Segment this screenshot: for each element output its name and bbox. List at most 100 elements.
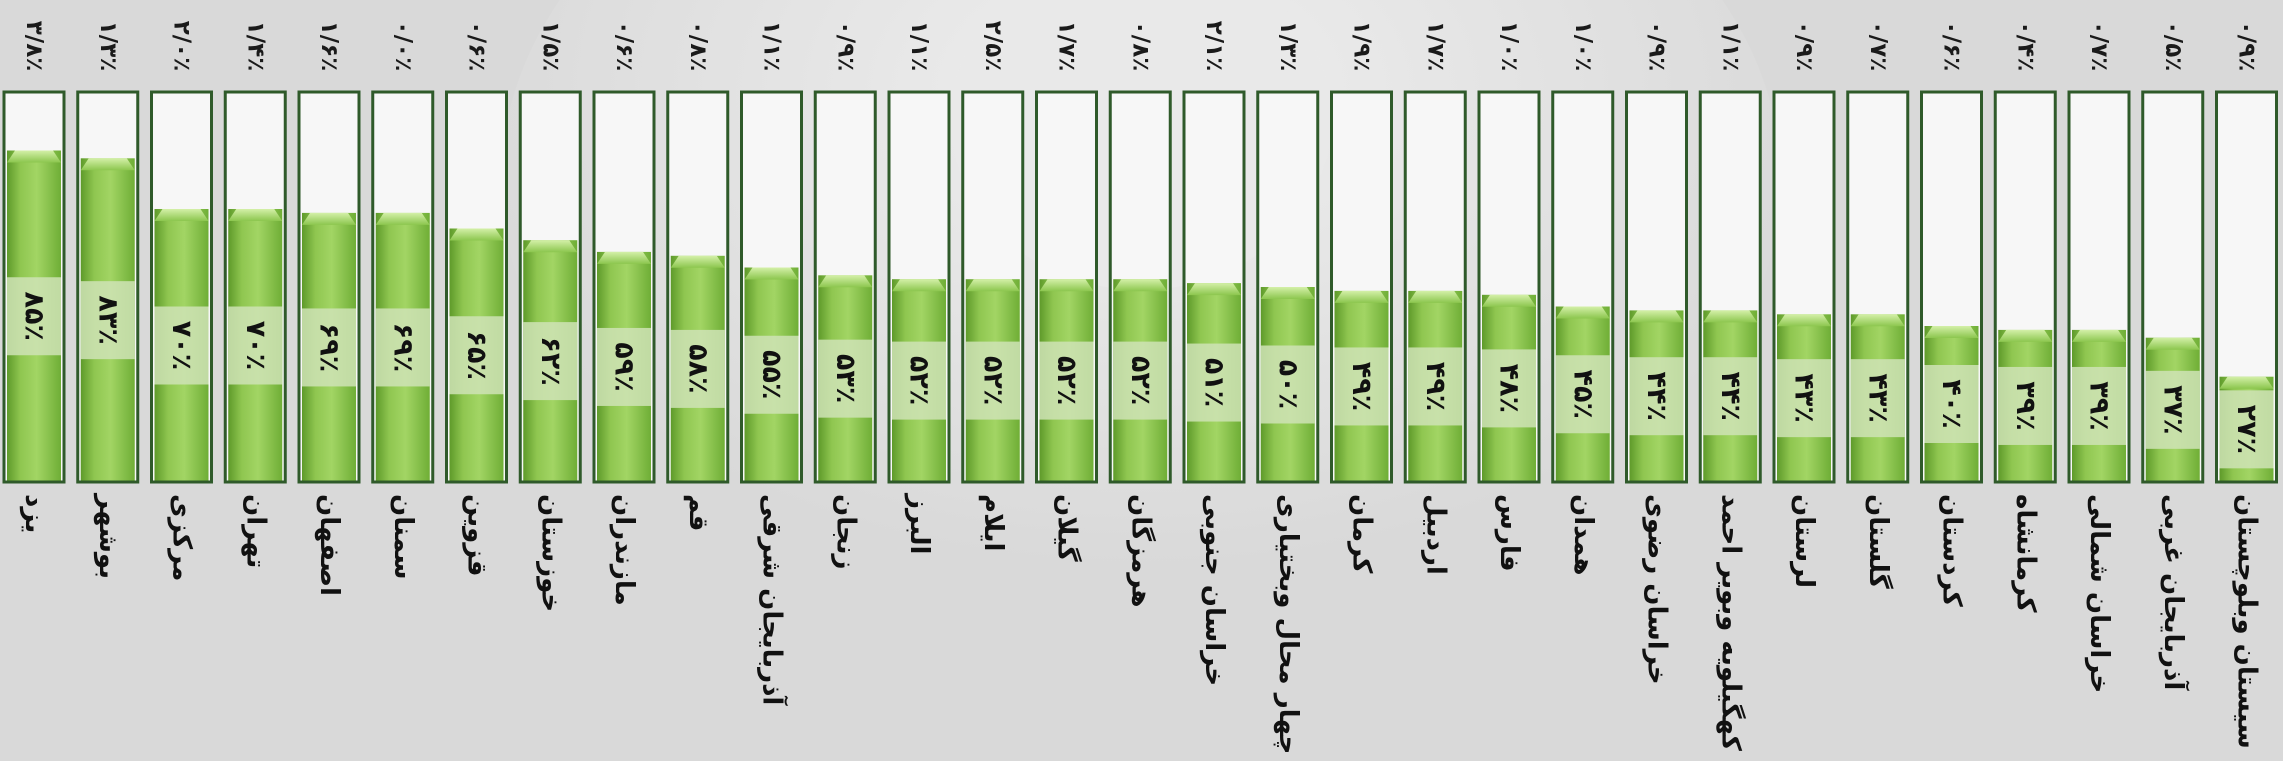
- bar-cap: [892, 279, 946, 292]
- bar-cap: [1850, 314, 1905, 327]
- top-value-label: ۱/۱٪: [1717, 21, 1743, 72]
- bar-group: ۳۹٪ ۰/۴٪ کرمانشاه: [1993, 21, 2057, 613]
- value-label-band: [80, 281, 135, 360]
- top-value-label: ۱/۴٪: [242, 21, 268, 72]
- bar-group: ۵۹٪ ۰/۶٪ مازندران: [592, 21, 656, 606]
- category-label: مازندران: [609, 494, 639, 606]
- value-label-band: [892, 341, 946, 420]
- data-label: ۴۳٪: [1862, 373, 1893, 422]
- data-label: ۵۲٪: [977, 356, 1008, 405]
- top-value-label: ۲/۵٪: [980, 21, 1006, 72]
- category-label: خراسان جنوبی: [1199, 494, 1229, 686]
- data-label: ۵۵٪: [756, 350, 787, 399]
- data-label: ۴۹٪: [1420, 362, 1451, 411]
- top-value-label: ۰/۸٪: [685, 21, 711, 72]
- value-label-band: [1334, 347, 1389, 426]
- value-label-band: [1850, 359, 1905, 438]
- top-value-label: ۰/۶٪: [1939, 21, 1965, 72]
- category-label: کهگیلویه وبویر احمد: [1715, 494, 1746, 752]
- top-value-label: ۳/۸٪: [21, 21, 47, 72]
- bar-cap: [1187, 283, 1241, 296]
- top-value-label: ۱/۱٪: [906, 21, 932, 72]
- data-label: ۵۰٪: [1272, 360, 1303, 409]
- category-label: خراسان شمالی: [2084, 494, 2114, 693]
- category-label: آذربایجان شرقی: [757, 494, 789, 706]
- data-label: ۵۲٪: [904, 356, 935, 405]
- bar-cap: [818, 275, 873, 288]
- category-label: یزد: [19, 494, 49, 533]
- data-label: ۵۲٪: [1051, 356, 1082, 405]
- top-value-label: ۱/۳٪: [95, 21, 121, 72]
- value-label-band: [670, 329, 725, 408]
- bar-cap: [2145, 337, 2200, 350]
- top-value-label: ۱/۶٪: [316, 21, 342, 72]
- category-label: گلستان: [1863, 494, 1894, 590]
- bar-group: ۶۵٪ ۰/۶٪ قزوین: [445, 21, 508, 577]
- top-value-label: ۱/۵٪: [537, 21, 563, 72]
- value-label-band: [2145, 370, 2200, 449]
- bar-cap: [744, 267, 799, 280]
- value-label-band: [1555, 355, 1610, 434]
- data-label: ۵۲٪: [1125, 356, 1156, 405]
- bar-cap: [228, 209, 283, 221]
- value-label-band: [597, 327, 651, 406]
- bar-cap: [670, 255, 725, 268]
- bar-cap: [1113, 279, 1168, 292]
- top-value-label: ۱/۷٪: [1054, 21, 1080, 72]
- bar-cap: [1703, 310, 1758, 323]
- value-label-band: [375, 308, 430, 387]
- category-label: هرمزگان: [1125, 494, 1156, 608]
- value-label-band: [523, 322, 578, 401]
- bar-cap: [965, 279, 1020, 292]
- top-value-label: ۰/۷٪: [1865, 21, 1891, 72]
- bar-cap: [449, 228, 504, 241]
- bar-group: ۵۲٪ ۲/۵٪ ایلام: [961, 21, 1025, 551]
- value-label-band: [2072, 366, 2126, 445]
- bar-group: ۷۰٪ ۲/۰٪ مرکزی: [150, 21, 213, 581]
- bar-group: ۴۳٪ ۰/۹٪ لرستان: [1772, 21, 1836, 588]
- bar-group: ۵۱٪ ۲/۱٪ خراسان جنوبی: [1182, 21, 1246, 686]
- top-value-label: ۰/۹٪: [1791, 21, 1817, 72]
- value-label-band: [2219, 390, 2274, 469]
- category-label: فارس: [1494, 494, 1524, 572]
- bar-cap: [154, 209, 209, 221]
- category-label: مرکزی: [167, 494, 197, 581]
- bar-group: ۶۹٪ ۰/۰٪ سمنان: [371, 21, 435, 580]
- data-label: ۷۰٪: [240, 321, 271, 370]
- category-label: اصفهان: [314, 494, 344, 596]
- top-value-label: ۰/۰٪: [390, 21, 416, 72]
- top-value-label: ۰/۶٪: [464, 21, 490, 72]
- top-value-label: ۱/۳٪: [1275, 21, 1301, 72]
- top-value-label: ۰/۹٪: [832, 21, 858, 72]
- value-label-band: [1482, 349, 1536, 428]
- bar-cap: [597, 251, 651, 264]
- value-label-band: [1998, 366, 2053, 445]
- category-label: خراسان رضوی: [1642, 494, 1672, 685]
- data-label: ۶۹٪: [314, 323, 345, 372]
- bar-group: ۸۳٪ ۱/۳٪ بوشهر: [76, 21, 140, 579]
- bar-group: ۷۰٪ ۱/۴٪ تهران: [223, 21, 287, 568]
- top-value-label: ۱/۰٪: [1570, 21, 1596, 72]
- data-label: ۶۵٪: [461, 331, 492, 380]
- value-label-band: [1113, 341, 1168, 420]
- category-label: البرز: [904, 492, 934, 554]
- bar-cap: [1777, 314, 1831, 327]
- category-label: زنجان: [830, 494, 860, 569]
- category-label: سیستان وبلوچستان: [2232, 494, 2262, 749]
- data-label: ۶۹٪: [387, 323, 418, 372]
- bar-cap: [302, 212, 356, 225]
- category-label: خوزستان: [535, 494, 565, 612]
- category-label: ایلام: [978, 494, 1008, 551]
- bar-group: ۵۵٪ ۱/۱٪ آذربایجان شرقی: [740, 21, 803, 706]
- category-label: تهران: [240, 494, 270, 568]
- bar-cap: [1555, 306, 1610, 319]
- value-label-band: [1777, 359, 1831, 438]
- bar-group: ۳۷٪ ۰/۵٪ آذربایجان غربی: [2141, 21, 2205, 691]
- value-label-band: [818, 339, 873, 418]
- category-label: لرستان: [1789, 494, 1819, 588]
- value-label-band: [449, 316, 504, 395]
- bar-group: ۵۲٪ ۰/۸٪ هرمزگان: [1108, 21, 1172, 608]
- data-label: ۴۰٪: [1936, 379, 1967, 428]
- category-label: کرمانشاه: [2010, 494, 2040, 613]
